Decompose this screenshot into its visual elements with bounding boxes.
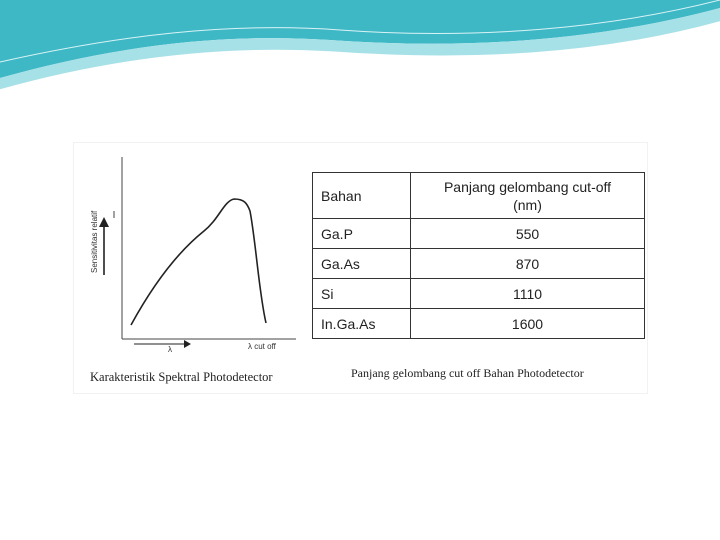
y-arrow-head	[99, 217, 109, 227]
header-wavelength: Panjang gelombang cut-off (nm)	[410, 172, 645, 219]
table-row: Ga.P 550	[312, 218, 645, 249]
cell-wavelength: 870	[410, 248, 645, 279]
cell-wavelength: 550	[410, 218, 645, 249]
y-axis-label: Sensitivitas relatif	[90, 210, 99, 273]
cell-wavelength: 1600	[410, 308, 645, 339]
figure-panel: λ λ cut off Sensitivitas relatif Karakte…	[74, 143, 647, 393]
header-wave-dark	[0, 0, 720, 78]
table-row: Ga.As 870	[312, 248, 645, 279]
table-row: Si 1110	[312, 278, 645, 309]
table-header-row: Bahan Panjang gelombang cut-off (nm)	[312, 172, 645, 219]
header-wave-line	[0, 21, 720, 91]
table-caption: Panjang gelombang cut off Bahan Photodet…	[351, 366, 584, 380]
header-wave-light	[0, 8, 720, 90]
cell-material: Si	[312, 278, 411, 309]
x-arrow-head	[184, 340, 191, 348]
header-wave-highlight	[0, 0, 720, 63]
header-wavelength-line1: Panjang gelombang cut-off	[443, 178, 612, 195]
cell-material: In.Ga.As	[312, 308, 411, 339]
cutoff-label: λ cut off	[248, 342, 277, 351]
header-material: Bahan	[312, 172, 411, 219]
spectral-graph: λ λ cut off	[99, 157, 296, 354]
cutoff-wavelength-table: Bahan Panjang gelombang cut-off (nm) Ga.…	[312, 172, 645, 339]
cell-wavelength: 1110	[410, 278, 645, 309]
graph-caption: Karakteristik Spektral Photodetector	[90, 370, 273, 384]
cell-material: Ga.As	[312, 248, 411, 279]
x-axis-label: λ	[168, 345, 172, 354]
slide-header-decoration	[0, 0, 720, 91]
sensitivity-curve	[130, 198, 267, 326]
header-wavelength-line2: (nm)	[513, 196, 542, 213]
cell-material: Ga.P	[312, 218, 411, 249]
table-row: In.Ga.As 1600	[312, 308, 645, 339]
